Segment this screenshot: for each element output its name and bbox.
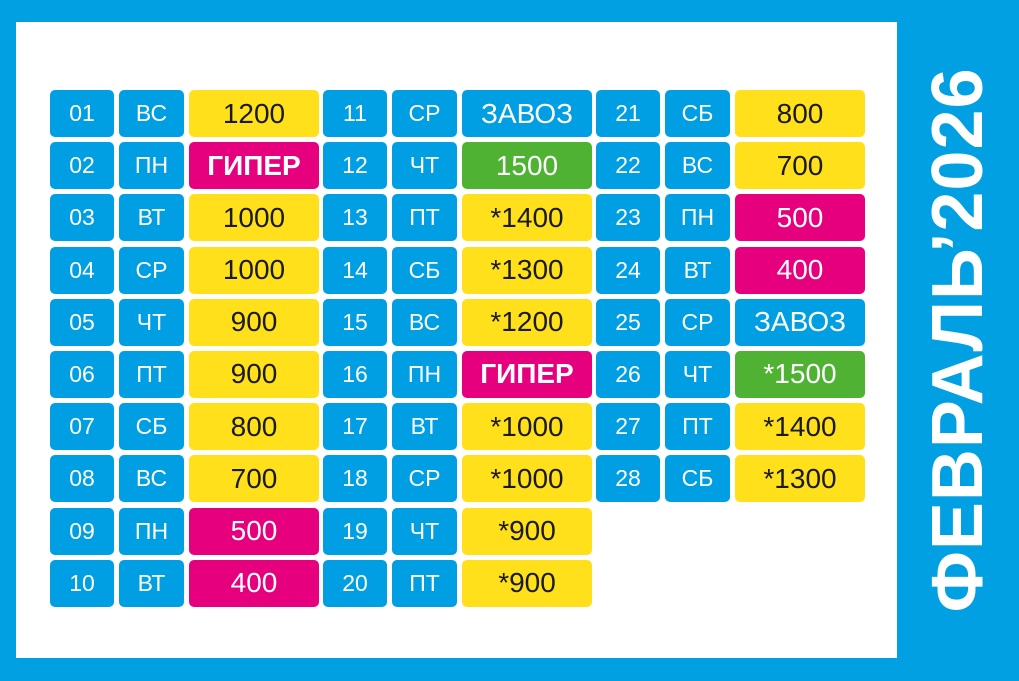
weekday-label: ПТ: [392, 194, 457, 242]
day-value: 1000: [189, 194, 319, 242]
day-value: 800: [189, 403, 319, 451]
day-number: 12: [323, 142, 387, 190]
day-value: 1200: [189, 90, 319, 137]
weekday-label: ПН: [119, 142, 184, 190]
day-value: *1200: [462, 298, 592, 346]
day-value: 1000: [189, 246, 319, 294]
day-value: *1000: [462, 455, 592, 503]
day-number: 20: [323, 559, 387, 607]
day-value: 400: [735, 246, 865, 294]
weekday-label: ВТ: [119, 559, 184, 607]
day-value: 800: [735, 90, 865, 137]
day-value: 400: [189, 559, 319, 607]
weekday-label: СБ: [665, 90, 730, 137]
day-value: 500: [189, 507, 319, 555]
day-number: 19: [323, 507, 387, 555]
day-number: 11: [323, 90, 387, 137]
weekday-label: ЧТ: [665, 350, 730, 398]
day-value: 900: [189, 298, 319, 346]
day-number: 15: [323, 298, 387, 346]
day-value: *900: [462, 507, 592, 555]
day-number: 14: [323, 246, 387, 294]
weekday-label: ВС: [119, 90, 184, 137]
day-value: 500: [735, 194, 865, 242]
day-value: 700: [735, 142, 865, 190]
weekday-label: ВС: [392, 298, 457, 346]
day-value: *1500: [735, 350, 865, 398]
day-number: 10: [50, 559, 114, 607]
day-number: 27: [596, 403, 660, 451]
day-number: 21: [596, 90, 660, 137]
calendar-panel: 01 ВС 1200 02 ПН ГИПЕР 03 ВТ 1000 04 СР 1000 05 ЧТ 900…: [16, 22, 897, 658]
day-number: 06: [50, 350, 114, 398]
day-value: *1300: [735, 455, 865, 503]
day-value: 1500: [462, 142, 592, 190]
weekday-label: СР: [665, 298, 730, 346]
day-value: 900: [189, 350, 319, 398]
day-number: 01: [50, 90, 114, 137]
day-number: 09: [50, 507, 114, 555]
day-value: *1400: [462, 194, 592, 242]
day-number: 18: [323, 455, 387, 503]
weekday-label: СР: [392, 455, 457, 503]
day-value: ГИПЕР: [189, 142, 319, 190]
day-number: 03: [50, 194, 114, 242]
day-number: 24: [596, 246, 660, 294]
day-number: 17: [323, 403, 387, 451]
weekday-label: СБ: [665, 455, 730, 503]
day-number: 02: [50, 142, 114, 190]
day-number: 23: [596, 194, 660, 242]
day-number: 25: [596, 298, 660, 346]
weekday-label: ВТ: [665, 246, 730, 294]
day-value: ЗАВОЗ: [462, 90, 592, 137]
day-number: 07: [50, 403, 114, 451]
weekday-label: ПТ: [119, 350, 184, 398]
weekday-label: ЧТ: [392, 507, 457, 555]
weekday-label: ПН: [119, 507, 184, 555]
day-number: 13: [323, 194, 387, 242]
day-number: 28: [596, 455, 660, 503]
day-number: 08: [50, 455, 114, 503]
weekday-label: ВС: [665, 142, 730, 190]
weekday-label: ВТ: [392, 403, 457, 451]
month-title: ФЕВРАЛЬ’2026: [918, 67, 998, 613]
weekday-label: ПН: [665, 194, 730, 242]
day-value: ГИПЕР: [462, 350, 592, 398]
weekday-label: ВТ: [119, 194, 184, 242]
day-number: 22: [596, 142, 660, 190]
day-value: *1000: [462, 403, 592, 451]
weekday-label: ВС: [119, 455, 184, 503]
day-number: 16: [323, 350, 387, 398]
weekday-label: СБ: [119, 403, 184, 451]
day-value: *900: [462, 559, 592, 607]
day-number: 05: [50, 298, 114, 346]
weekday-label: ПТ: [392, 559, 457, 607]
day-number: 04: [50, 246, 114, 294]
day-value: ЗАВОЗ: [735, 298, 865, 346]
weekday-label: ПТ: [665, 403, 730, 451]
weekday-label: ПН: [392, 350, 457, 398]
day-number: 26: [596, 350, 660, 398]
weekday-label: СР: [119, 246, 184, 294]
weekday-label: ЧТ: [392, 142, 457, 190]
weekday-label: СР: [392, 90, 457, 137]
day-value: *1400: [735, 403, 865, 451]
day-value: *1300: [462, 246, 592, 294]
weekday-label: ЧТ: [119, 298, 184, 346]
weekday-label: СБ: [392, 246, 457, 294]
day-value: 700: [189, 455, 319, 503]
